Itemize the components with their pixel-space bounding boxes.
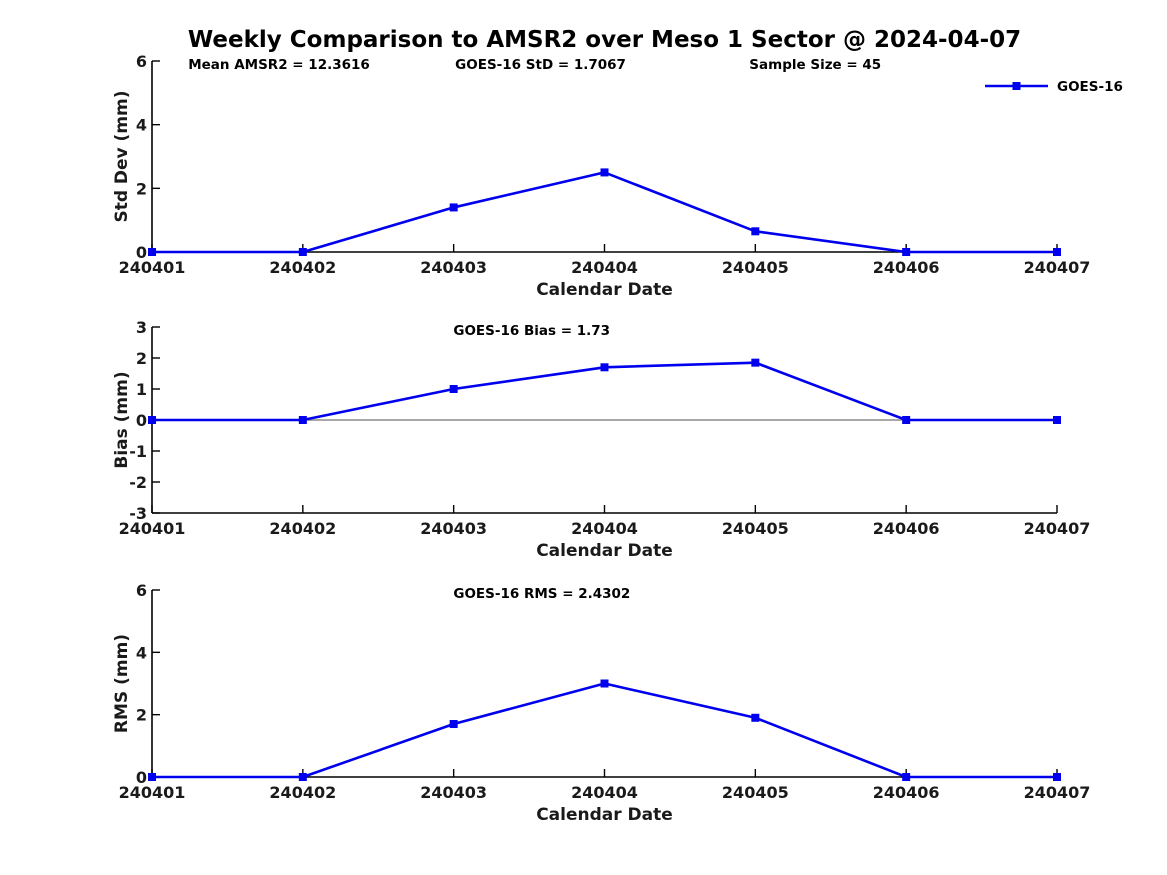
data-point-marker bbox=[148, 416, 156, 424]
legend-label: GOES-16 bbox=[1057, 79, 1123, 95]
x-tick-label: 240402 bbox=[269, 519, 336, 538]
y-tick-label: 2 bbox=[136, 349, 147, 368]
y-tick-label: 0 bbox=[136, 411, 147, 430]
data-point-marker bbox=[1053, 773, 1061, 781]
x-tick-label: 240401 bbox=[119, 783, 186, 802]
y-tick-label: 1 bbox=[136, 380, 147, 399]
y-tick-label: 2 bbox=[136, 179, 147, 198]
x-tick-label: 240403 bbox=[420, 783, 487, 802]
y-tick-label: 4 bbox=[136, 116, 147, 135]
data-point-marker bbox=[902, 773, 911, 781]
series-line bbox=[152, 682, 1057, 779]
x-tick-label: 240404 bbox=[571, 783, 638, 802]
x-tick-label: 240405 bbox=[722, 783, 789, 802]
data-point-marker bbox=[600, 679, 609, 688]
x-tick-label: 240406 bbox=[873, 519, 940, 538]
y-axis-label: RMS (mm) bbox=[112, 634, 132, 733]
x-tick-label: 240405 bbox=[722, 519, 789, 538]
y-tick-label: 3 bbox=[136, 318, 147, 337]
x-axis-label: Calendar Date bbox=[536, 805, 673, 825]
series-line bbox=[152, 171, 1057, 254]
x-tick-label: 240404 bbox=[571, 519, 638, 538]
y-tick-label: 0 bbox=[136, 243, 147, 262]
x-tick-label: 240407 bbox=[1024, 258, 1091, 277]
annotation: GOES-16 Bias = 1.73 bbox=[453, 323, 610, 339]
data-point-marker bbox=[1053, 416, 1061, 424]
annotation: Mean AMSR2 = 12.3616 bbox=[188, 57, 370, 73]
annotation: Sample Size = 45 bbox=[749, 57, 881, 73]
data-point-marker bbox=[600, 168, 609, 177]
data-point-marker bbox=[600, 363, 609, 372]
x-tick-label: 240401 bbox=[119, 519, 186, 538]
x-axis-label: Calendar Date bbox=[536, 280, 673, 300]
x-tick-label: 240407 bbox=[1024, 519, 1091, 538]
x-tick-label: 240407 bbox=[1024, 783, 1091, 802]
data-point-marker bbox=[1053, 248, 1061, 256]
data-point-marker bbox=[148, 248, 156, 256]
y-tick-label: 4 bbox=[136, 643, 147, 662]
y-tick-label: -1 bbox=[129, 442, 147, 461]
x-tick-label: 240401 bbox=[119, 258, 186, 277]
y-axis-label: Bias (mm) bbox=[112, 371, 132, 468]
data-point-marker bbox=[298, 248, 307, 256]
x-tick-label: 240402 bbox=[269, 258, 336, 277]
x-tick-label: 240403 bbox=[420, 519, 487, 538]
annotation: GOES-16 StD = 1.7067 bbox=[455, 57, 626, 73]
y-tick-label: 6 bbox=[136, 581, 147, 600]
y-axis-label: Std Dev (mm) bbox=[112, 90, 132, 222]
x-tick-label: 240403 bbox=[420, 258, 487, 277]
data-point-marker bbox=[449, 203, 458, 212]
x-tick-label: 240406 bbox=[873, 258, 940, 277]
data-point-marker bbox=[902, 416, 911, 424]
data-point-marker bbox=[751, 713, 760, 722]
y-tick-label: 6 bbox=[136, 52, 147, 71]
x-tick-label: 240404 bbox=[571, 258, 638, 277]
x-tick-label: 240406 bbox=[873, 783, 940, 802]
data-point-marker bbox=[298, 773, 307, 781]
data-point-marker bbox=[298, 416, 307, 424]
x-axis-label: Calendar Date bbox=[536, 541, 673, 561]
x-tick-label: 240405 bbox=[722, 258, 789, 277]
data-point-marker bbox=[148, 773, 156, 781]
y-tick-label: 0 bbox=[136, 768, 147, 787]
figure-title: Weekly Comparison to AMSR2 over Meso 1 S… bbox=[187, 27, 1022, 53]
data-point-marker bbox=[751, 227, 760, 236]
data-point-marker bbox=[902, 248, 911, 256]
data-point-marker bbox=[449, 385, 458, 393]
y-tick-label: 2 bbox=[136, 706, 147, 725]
y-tick-label: -2 bbox=[129, 473, 147, 492]
y-tick-label: -3 bbox=[129, 504, 147, 523]
data-point-marker bbox=[751, 358, 760, 367]
annotation: GOES-16 RMS = 2.4302 bbox=[453, 586, 630, 602]
x-tick-label: 240402 bbox=[269, 783, 336, 802]
data-point-marker bbox=[449, 720, 458, 729]
legend-marker bbox=[1012, 82, 1021, 90]
